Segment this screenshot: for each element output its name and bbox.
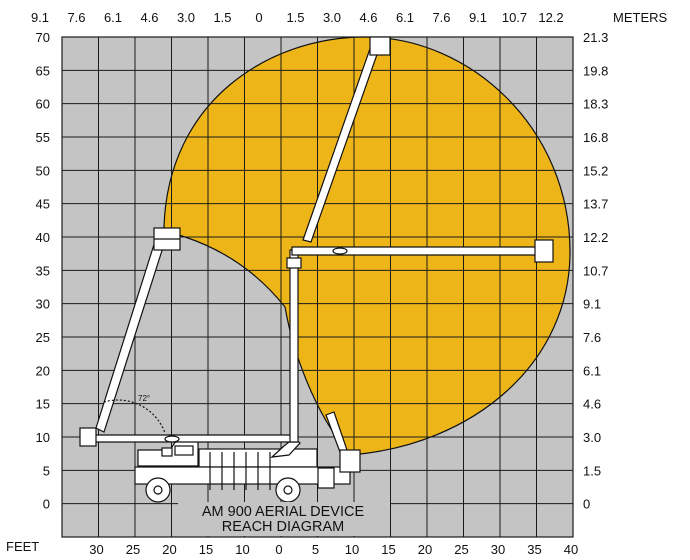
top-axis-tick-label: 3.0 [323,10,341,25]
right-axis-tick-label: 21.3 [583,30,608,45]
top-axis-tick-label: 7.6 [67,10,85,25]
title-line-1: AM 900 AERIAL DEVICE [202,504,365,520]
bottom-axis-tick-label: 15 [199,542,213,557]
platform-basket [339,449,361,473]
bottom-axis-tick-label: 0 [275,542,282,557]
top-axis-tick-label: 6.1 [104,10,122,25]
right-axis-tick-label: 10.7 [583,263,608,278]
right-axis-tick-label: 15.2 [583,163,608,178]
bottom-axis-tick-label: 20 [418,542,432,557]
right-axis-tick-label: 13.7 [583,197,608,212]
left-axis-tick-label: 20 [36,363,50,378]
bottom-axis-tick-label: 5 [312,542,319,557]
top-axis-tick-label: 6.1 [396,10,414,25]
top-axis-tick-label: 9.1 [469,10,487,25]
left-axis-tick-label: 45 [36,197,50,212]
top-axis-tick-label: 4.6 [359,10,377,25]
platform-basket [369,36,391,56]
left-axis-tick-label: 30 [36,297,50,312]
aerial-device-truck-drawing [79,36,554,503]
right-axis-tick-label: 4.6 [583,397,601,412]
bottom-axis-feet-ticks: 30 25 20 15 10 0 5 10 15 20 25 30 35 40 [89,542,578,557]
meters-unit-label: METERS [613,10,668,25]
right-axis-tick-label: 0 [583,497,590,512]
plot-frame [61,36,574,538]
top-axis-tick-label: 4.6 [140,10,158,25]
bottom-axis-tick-label: 25 [126,542,140,557]
top-axis-tick-label: 9.1 [31,10,49,25]
reach-envelope-area [163,36,571,456]
boom-horizontal [291,246,541,256]
right-axis-tick-label: 19.8 [583,63,608,78]
left-axis-tick-label: 15 [36,397,50,412]
top-axis-tick-label: 10.7 [502,10,527,25]
left-axis-tick-label: 70 [36,30,50,45]
title-line-2: REACH DIAGRAM [222,519,344,535]
bottom-axis-tick-label: 25 [454,542,468,557]
left-axis-tick-label: 0 [43,497,50,512]
left-axis-tick-label: 40 [36,230,50,245]
right-axis-tick-label: 1.5 [583,463,601,478]
bottom-axis-tick-label: 40 [564,542,578,557]
right-axis-tick-label: 12.2 [583,230,608,245]
right-axis-tick-label: 16.8 [583,130,608,145]
left-axis-tick-label: 55 [36,130,50,145]
top-axis-tick-label: 12.2 [538,10,563,25]
left-axis-tick-label: 60 [36,97,50,112]
bottom-axis-tick-label: 30 [491,542,505,557]
bottom-axis-tick-label: 10 [235,542,249,557]
bottom-axis-tick-label: 15 [381,542,395,557]
right-axis-tick-label: 3.0 [583,430,601,445]
bottom-axis-tick-label: 10 [345,542,359,557]
right-axis-tick-label: 18.3 [583,97,608,112]
left-axis-tick-label: 50 [36,163,50,178]
right-axis-meters-ticks: 21.3 19.8 18.3 16.8 15.2 13.7 12.2 10.7 9.1 7.6 6.… [583,30,608,512]
left-axis-tick-label: 25 [36,330,50,345]
bottom-axis-tick-label: 35 [527,542,541,557]
boom-vertical-lower [289,249,299,443]
feet-unit-label: FEET [6,539,39,554]
bottom-axis-tick-label: 30 [89,542,103,557]
left-axis-tick-label: 10 [36,430,50,445]
right-axis-tick-label: 9.1 [583,297,601,312]
boom-lowered [81,434,297,443]
top-axis-tick-label: 0 [255,10,262,25]
top-axis-tick-label: 1.5 [286,10,304,25]
left-axis-tick-label: 65 [36,63,50,78]
right-axis-tick-label: 7.6 [583,330,601,345]
diagram-title: AM 900 AERIAL DEVICE REACH DIAGRAM [178,502,390,536]
left-axis-tick-label: 5 [43,463,50,478]
angle-label: 72° [138,394,150,403]
left-axis-tick-label: 35 [36,263,50,278]
bottom-axis-tick-label: 20 [162,542,176,557]
platform-basket [534,239,554,263]
top-axis-tick-label: 3.0 [177,10,195,25]
right-axis-tick-label: 6.1 [583,363,601,378]
top-axis-tick-label: 7.6 [432,10,450,25]
top-axis-meters-ticks: 9.1 7.6 6.1 4.6 3.0 1.5 0 1.5 3.0 4.6 6.1 7.6 9.1 10.… [31,10,564,25]
top-axis-tick-label: 1.5 [213,10,231,25]
